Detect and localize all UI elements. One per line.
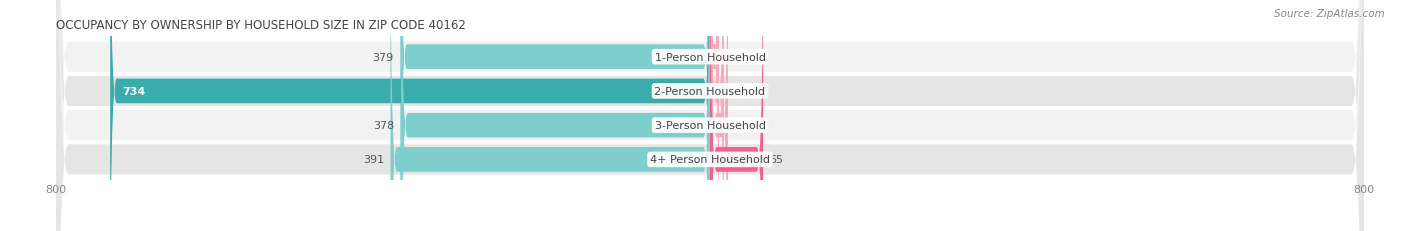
Text: 3-Person Household: 3-Person Household [655,121,765,131]
Text: 11: 11 [725,52,740,62]
FancyBboxPatch shape [56,0,1364,231]
FancyBboxPatch shape [710,0,728,231]
Text: 1-Person Household: 1-Person Household [655,52,765,62]
FancyBboxPatch shape [401,0,710,231]
FancyBboxPatch shape [401,0,710,231]
Text: 4+ Person Household: 4+ Person Household [650,155,770,165]
Text: 17: 17 [731,87,745,97]
FancyBboxPatch shape [56,0,1364,231]
Text: 391: 391 [363,155,384,165]
Text: Source: ZipAtlas.com: Source: ZipAtlas.com [1274,9,1385,19]
FancyBboxPatch shape [56,0,1364,231]
FancyBboxPatch shape [710,0,763,231]
Text: 378: 378 [374,121,395,131]
FancyBboxPatch shape [710,0,718,231]
FancyBboxPatch shape [391,0,710,231]
FancyBboxPatch shape [56,0,1364,231]
FancyBboxPatch shape [710,0,724,231]
Text: 734: 734 [122,87,146,97]
Text: 22: 22 [734,121,749,131]
Text: 2-Person Household: 2-Person Household [654,87,766,97]
Text: 65: 65 [769,155,783,165]
Text: 379: 379 [373,52,394,62]
FancyBboxPatch shape [110,0,710,231]
Text: OCCUPANCY BY OWNERSHIP BY HOUSEHOLD SIZE IN ZIP CODE 40162: OCCUPANCY BY OWNERSHIP BY HOUSEHOLD SIZE… [56,19,467,32]
